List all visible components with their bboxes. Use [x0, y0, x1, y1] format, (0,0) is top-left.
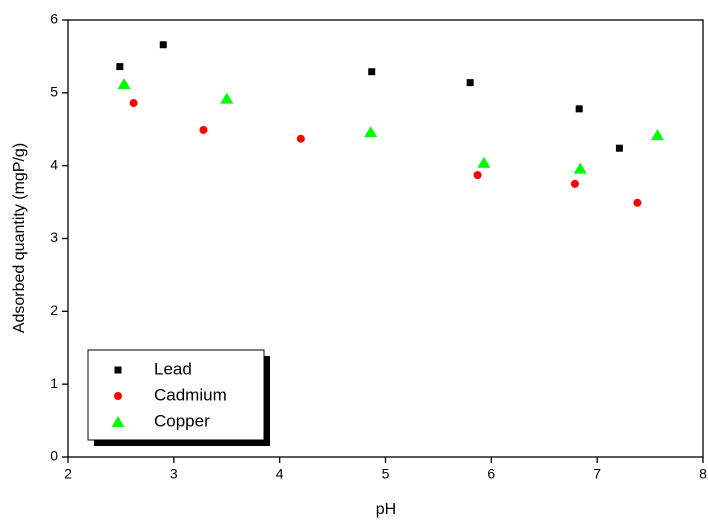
x-tick-label: 4 — [276, 466, 284, 482]
y-tick-label: 0 — [50, 448, 58, 464]
x-tick-label: 2 — [64, 466, 72, 482]
data-point — [368, 68, 376, 76]
x-tick-label: 6 — [487, 466, 495, 482]
data-point — [117, 78, 131, 90]
data-point — [615, 144, 623, 152]
data-point — [477, 156, 491, 168]
x-tick-label: 3 — [170, 466, 178, 482]
legend-label: Copper — [154, 411, 210, 430]
x-tick-label: 5 — [382, 466, 390, 482]
data-point — [570, 179, 579, 188]
x-tick-label: 8 — [699, 466, 707, 482]
data-point — [159, 41, 167, 49]
y-tick-label: 3 — [50, 229, 58, 245]
legend-marker — [114, 392, 122, 400]
data-point — [199, 125, 208, 134]
legend-marker — [111, 416, 125, 427]
y-tick-label: 1 — [50, 375, 58, 391]
data-point — [575, 105, 583, 113]
data-point — [473, 171, 482, 180]
y-tick-label: 5 — [50, 84, 58, 100]
legend-label: Lead — [154, 359, 192, 378]
y-tick-label: 4 — [50, 156, 58, 172]
data-point — [296, 134, 305, 143]
x-axis-label: pH — [376, 501, 396, 518]
data-point — [129, 99, 138, 108]
y-axis-label: Adsorbed quantity (mgP/g) — [11, 143, 28, 333]
data-point — [220, 92, 234, 104]
data-point — [633, 198, 642, 207]
y-tick-label: 6 — [50, 11, 58, 27]
legend-marker — [114, 366, 122, 374]
y-tick-label: 2 — [50, 302, 58, 318]
data-point — [364, 126, 378, 138]
data-point — [573, 162, 587, 174]
legend-label: Cadmium — [154, 385, 227, 404]
data-point — [466, 79, 474, 87]
data-point — [116, 63, 124, 71]
data-point — [650, 129, 664, 141]
x-tick-label: 7 — [593, 466, 601, 482]
